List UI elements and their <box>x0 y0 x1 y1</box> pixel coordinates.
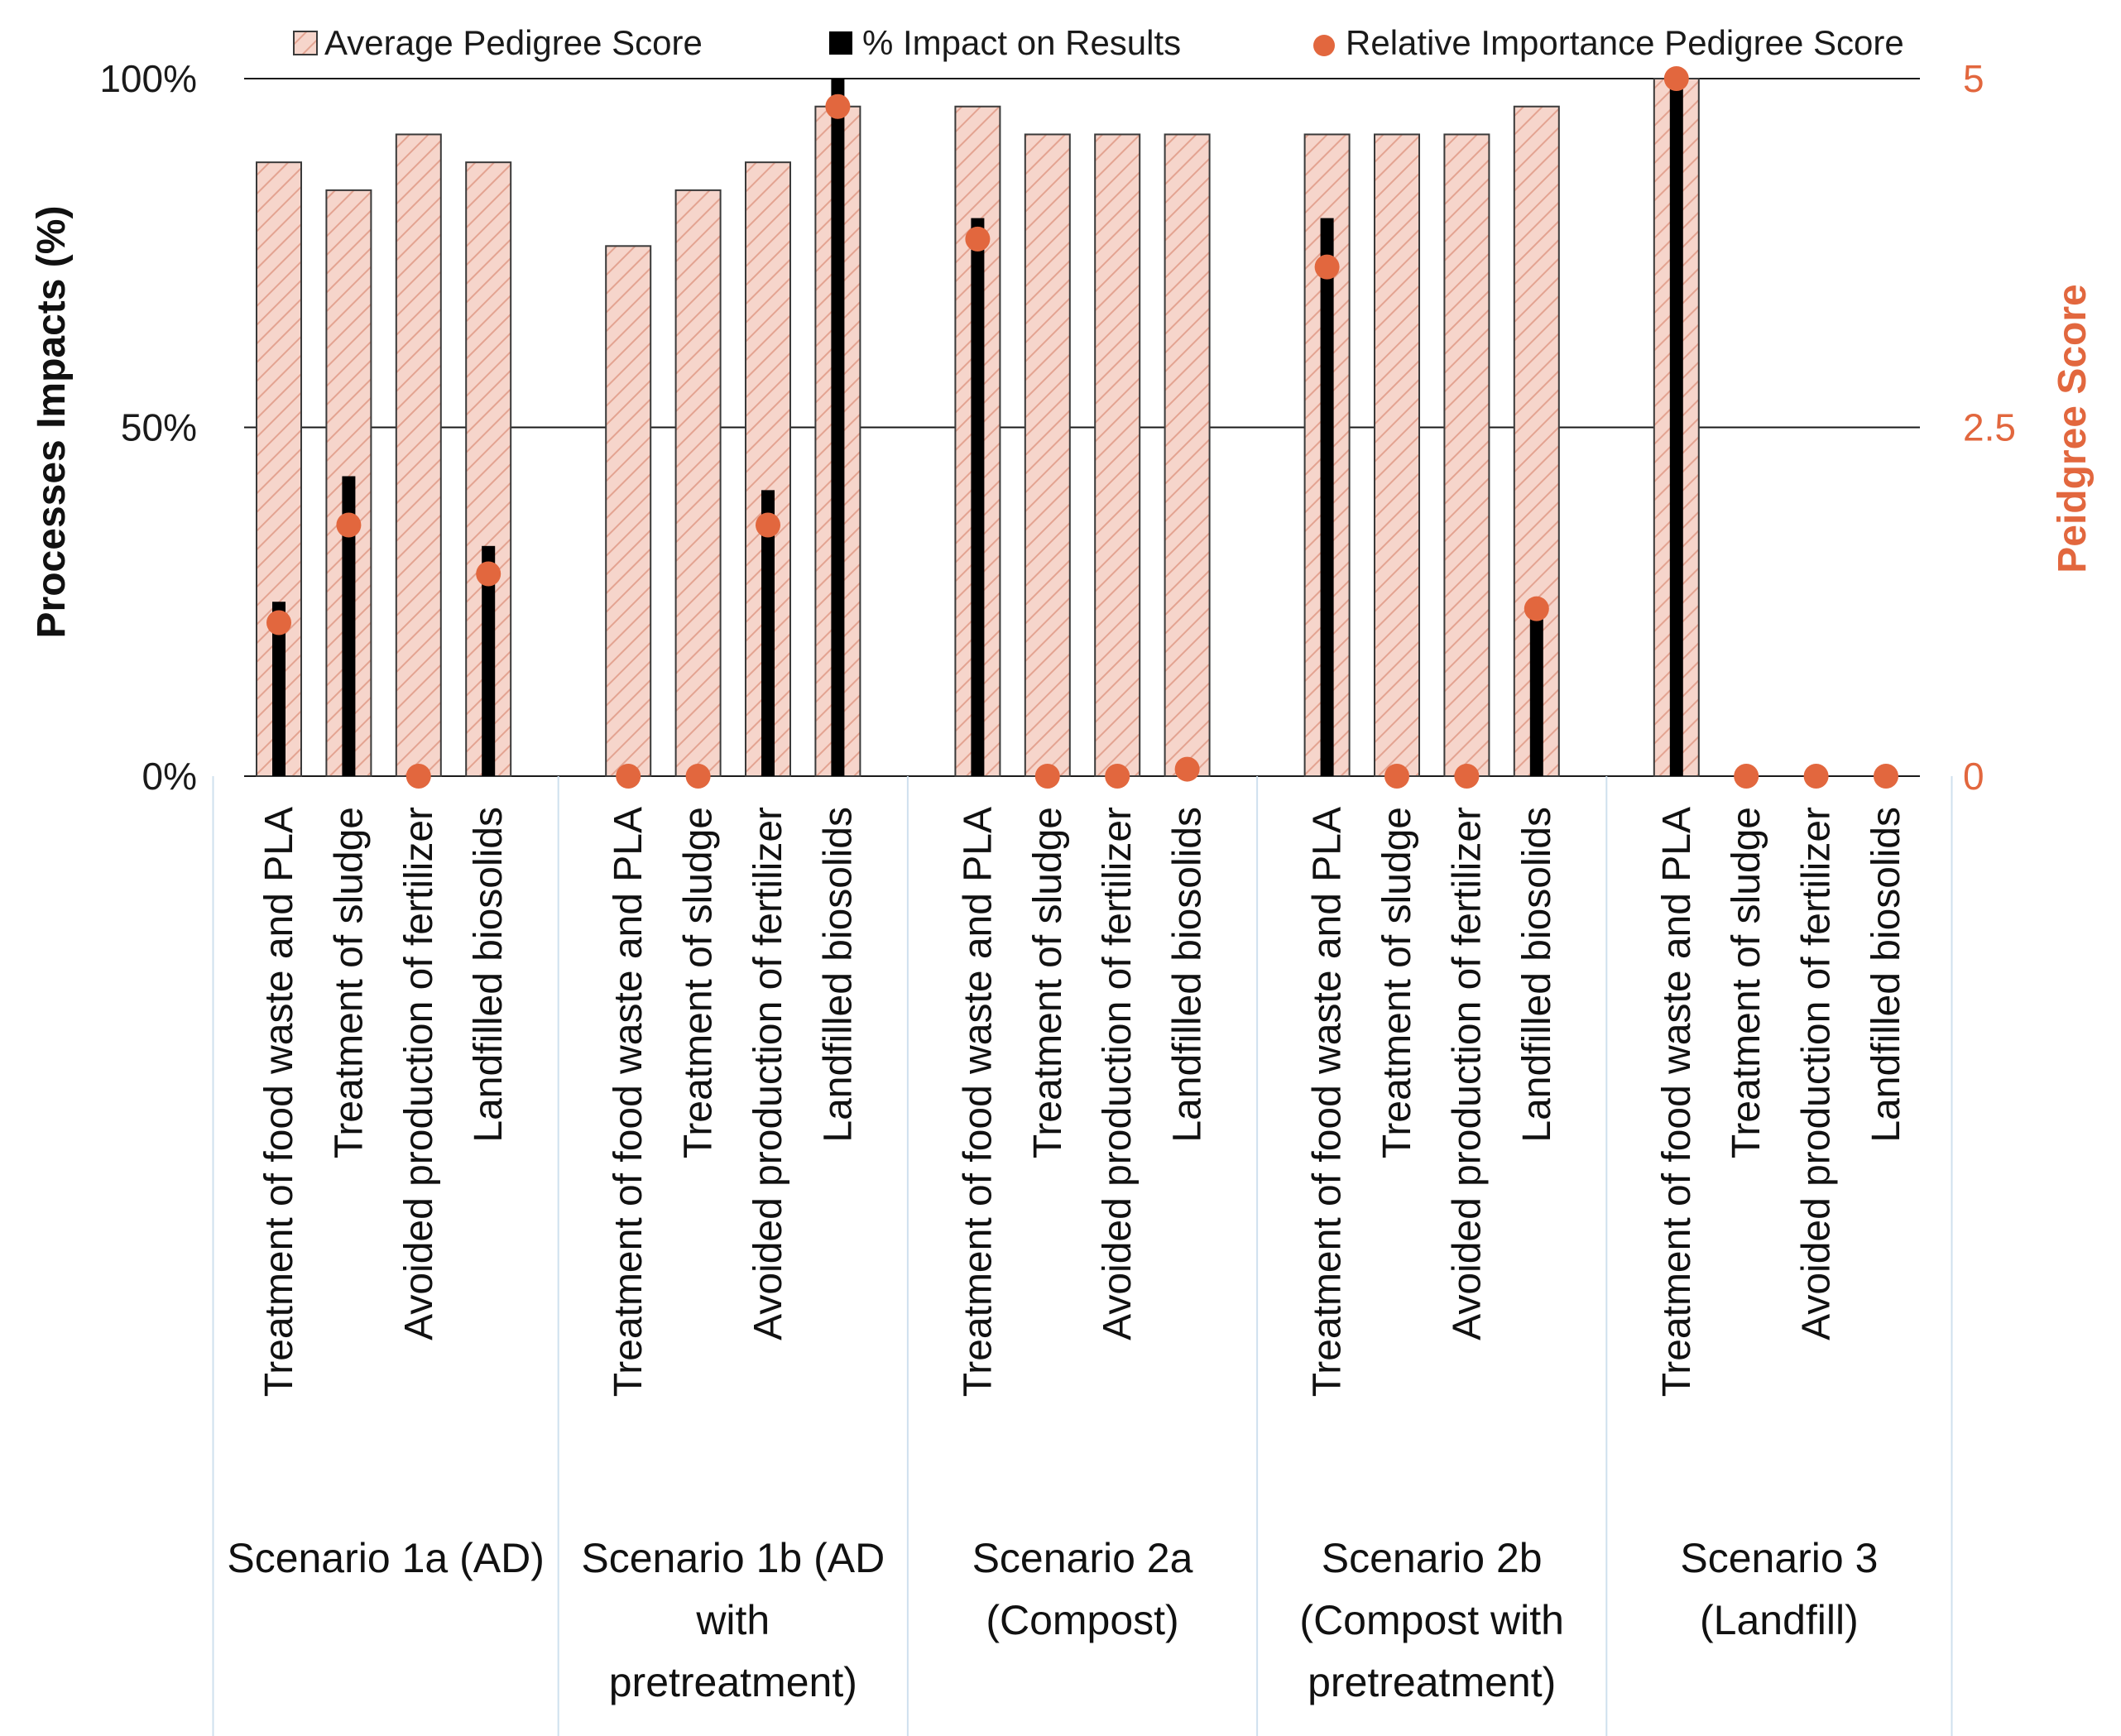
category-label: Landfilled biosolids <box>1166 807 1210 1143</box>
legend-label-impact-on-results: % Impact on Results <box>862 23 1181 62</box>
group-label-line: Scenario 2b <box>1322 1535 1543 1581</box>
relative-importance-point <box>756 512 780 538</box>
impact-bar <box>1529 602 1543 776</box>
category-label: Treatment of sludge <box>1375 807 1419 1158</box>
right-axis-title: Peidgree Score <box>2051 284 2095 573</box>
relative-importance-point <box>1663 66 1689 91</box>
category-label: Avoided production of fertilizer <box>1445 807 1489 1340</box>
group-label-line: (Compost with <box>1299 1597 1564 1643</box>
relative-importance-point <box>1314 254 1340 280</box>
impact-bars <box>272 79 1683 777</box>
category-labels: Treatment of food waste and PLA Treatment… <box>257 807 1908 1397</box>
category-label: Treatment of food waste and PLA <box>1655 807 1699 1397</box>
left-axis-tick-label: 0% <box>142 755 197 798</box>
group-label-line: Scenario 1b (AD <box>581 1535 885 1581</box>
impact-bar <box>1669 79 1683 776</box>
relative-importance-point <box>405 764 431 789</box>
category-label: Treatment of food waste and PLA <box>607 807 650 1397</box>
category-label: Treatment of food waste and PLA <box>956 807 1000 1397</box>
category-label: Landfilled biosolids <box>1515 807 1559 1143</box>
right-axis-tick-label: 5 <box>1963 57 1984 100</box>
group-label-line: with <box>695 1597 770 1643</box>
category-label: Landfilled biosolids <box>1864 807 1908 1143</box>
relative-importance-point <box>825 94 851 119</box>
category-label: Landfilled biosolids <box>467 807 511 1143</box>
impact-bar <box>342 476 356 776</box>
relative-importance-point <box>476 561 501 587</box>
average-pedigree-bar <box>1374 133 1420 777</box>
group-separators <box>212 776 1953 1736</box>
legend-label-average-pedigree-score: Average Pedigree Score <box>324 23 703 62</box>
relative-importance-point <box>336 512 362 538</box>
impact-bar <box>272 602 286 776</box>
relative-importance-point <box>1105 764 1130 789</box>
category-label: Avoided production of fertilizer <box>746 807 790 1340</box>
category-label: Avoided production of fertilizer <box>1795 807 1839 1340</box>
impact-bar <box>971 218 985 777</box>
relative-importance-point <box>616 764 641 789</box>
relative-importance-point <box>1454 764 1480 789</box>
group-label-line: Scenario 1a (AD) <box>227 1535 545 1581</box>
category-label: Landfilled biosolids <box>816 807 860 1143</box>
relative-importance-point <box>1034 764 1060 789</box>
legend-label-relative-importance: Relative Importance Pedigree Score <box>1346 23 1904 62</box>
legend-swatch-impact-on-results <box>829 31 852 55</box>
group-label-line: Scenario 3 <box>1680 1535 1878 1581</box>
relative-importance-point <box>1803 764 1829 789</box>
category-label: Avoided production of fertilizer <box>1096 807 1140 1340</box>
group-labels: Scenario 1a (AD) Scenario 1b (AD with pretr… <box>227 1535 1878 1705</box>
category-label: Treatment of food waste and PLA <box>1306 807 1350 1397</box>
average-pedigree-bar <box>605 245 652 777</box>
impact-bar <box>482 545 496 776</box>
group-label-line: (Compost) <box>986 1597 1178 1643</box>
relative-importance-point <box>266 610 291 635</box>
relative-importance-point <box>685 764 711 789</box>
group-label-line: pretreatment) <box>1308 1659 1556 1705</box>
average-pedigree-bar <box>1164 133 1211 777</box>
legend-swatch-average-pedigree-score <box>293 31 318 55</box>
category-label: Treatment of sludge <box>677 807 721 1158</box>
relative-importance-point <box>965 226 991 252</box>
average-pedigree-bar <box>395 133 442 777</box>
category-label: Avoided production of fertilizer <box>397 807 441 1340</box>
right-axis-tick-label: 0 <box>1963 755 1984 798</box>
right-axis-tick-label: 2.5 <box>1963 406 2016 449</box>
left-axis-tick-label: 50% <box>121 406 197 449</box>
legend-marker-relative-importance <box>1313 35 1335 56</box>
impact-bar <box>831 79 845 776</box>
category-label: Treatment of food waste and PLA <box>257 807 301 1397</box>
left-axis-tick-label: 100% <box>99 57 197 100</box>
relative-importance-point <box>1734 764 1759 789</box>
legend: Average Pedigree Score % Impact on Resul… <box>293 23 1904 62</box>
impact-bar <box>1320 218 1334 777</box>
relative-importance-point <box>1174 756 1200 782</box>
gridlines <box>244 78 1920 777</box>
average-pedigree-bar <box>1443 133 1490 777</box>
category-label: Treatment of sludge <box>1026 807 1070 1158</box>
category-label: Treatment of sludge <box>1725 807 1768 1158</box>
left-axis-title: Processes Impacts (%) <box>30 206 74 639</box>
relative-importance-point <box>1874 764 1898 789</box>
relative-importance-points <box>266 66 1898 789</box>
axis-ticks: 0% 50% 100% 0 2.5 5 <box>99 57 2016 798</box>
average-pedigree-bar <box>1024 133 1071 777</box>
impact-bar <box>761 490 775 776</box>
relative-importance-point <box>1384 764 1409 789</box>
category-label: Treatment of sludge <box>327 807 371 1158</box>
average-pedigree-bar <box>1094 133 1141 777</box>
average-pedigree-bar <box>674 189 722 777</box>
group-label-line: pretreatment) <box>609 1659 857 1705</box>
group-label-line: (Landfill) <box>1700 1597 1859 1643</box>
relative-importance-point <box>1524 596 1549 621</box>
group-label-line: Scenario 2a <box>972 1535 1193 1581</box>
